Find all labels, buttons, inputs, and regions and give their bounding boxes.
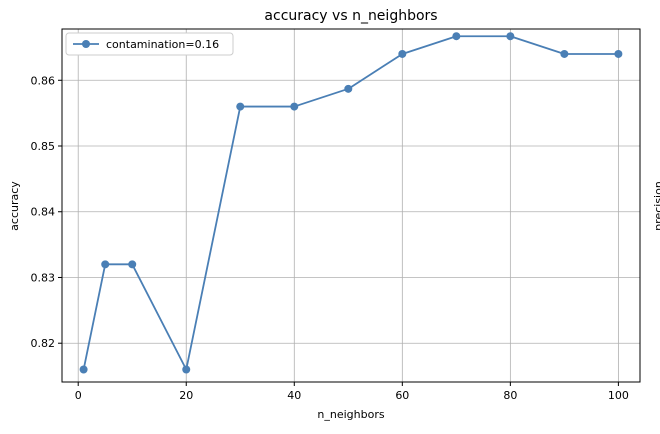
data-point [236,102,245,111]
series-line [82,35,619,371]
y-tick-label: 0.86 [31,74,56,87]
data-point [290,102,299,111]
x-tick-label: 40 [287,389,301,402]
clipped-neighbor-axis-label: precision [652,181,660,231]
x-axis-ticks: 0 20 40 60 80 100 [75,382,629,402]
data-point [398,49,407,58]
data-point [560,49,569,58]
y-tick-label: 0.85 [31,140,56,153]
x-tick-label: 0 [75,389,82,402]
y-axis-label: accuracy [8,181,21,231]
data-point [182,365,191,374]
data-series [79,32,623,374]
legend-box [65,32,234,56]
x-tick-label: 100 [608,389,629,402]
y-axis-ticks: 0.82 0.83 0.84 0.85 0.86 [31,74,62,350]
chart-title: accuracy vs n_neighbors [264,8,437,24]
data-point [614,49,623,58]
data-point [79,365,88,374]
x-tick-label: 60 [395,389,409,402]
x-axis-label: n_neighbors [317,408,384,421]
data-point [128,260,137,269]
y-tick-label: 0.83 [31,271,56,284]
data-point [344,84,353,93]
legend: contamination=0.16 [65,32,234,56]
grid-lines [62,29,640,382]
x-tick-label: 20 [179,389,193,402]
y-tick-label: 0.82 [31,337,56,350]
data-point [452,32,461,41]
legend-entry-label: contamination=0.16 [106,38,219,51]
data-point [101,260,110,269]
data-point [506,32,515,41]
x-tick-label: 80 [503,389,517,402]
plot-frame [61,28,641,383]
legend-marker-swatch [82,40,90,48]
y-tick-label: 0.84 [31,206,56,219]
